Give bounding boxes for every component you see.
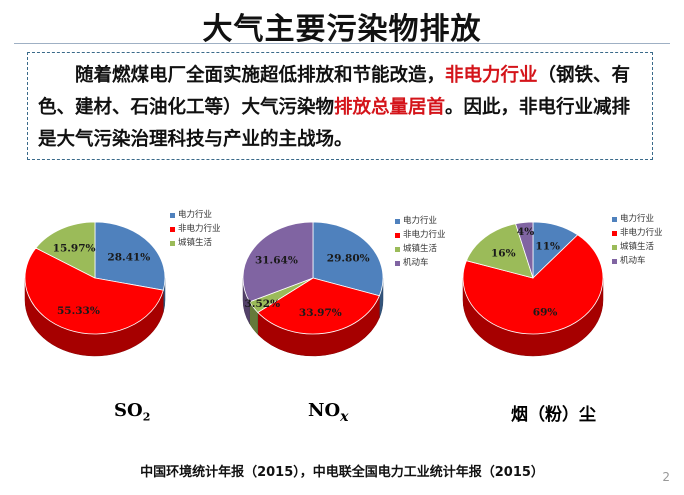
legend-label: 非电力行业: [620, 228, 663, 238]
legend-item: 电力行业: [170, 208, 221, 222]
pie-label-slice-0: 29.80%: [327, 253, 370, 265]
intro-highlight-top-emission: 排放总量居首: [334, 97, 446, 118]
legend-label: 非电力行业: [403, 230, 446, 240]
legend-label: 电力行业: [178, 210, 213, 220]
legend-swatch: [612, 244, 617, 250]
legend-swatch: [612, 258, 617, 264]
legend-item: 电力行业: [612, 212, 663, 226]
pie-slice-3: [515, 221, 534, 279]
pie-slice-2: [465, 223, 534, 279]
dust-chart-label: 烟（粉）尘: [511, 400, 596, 425]
nox-label-sub: x: [340, 408, 349, 425]
legend-label: 机动车: [620, 256, 646, 266]
legend-swatch: [612, 216, 617, 222]
pie-label-slice-1: 55.33%: [57, 305, 100, 317]
pie-label-slice-2: 15.97%: [53, 243, 96, 255]
pie-label-slice-1: 69%: [533, 306, 558, 318]
pie-label-slice-1: 33.97%: [299, 307, 342, 319]
legend-label: 非电力行业: [178, 224, 221, 234]
so2-label-sub: 2: [142, 410, 151, 424]
pie-label-slice-3: 4%: [517, 226, 534, 238]
so2-legend: 电力行业非电力行业城镇生活: [170, 208, 221, 250]
legend-item: 非电力行业: [395, 228, 446, 242]
dust-pie-chart: 11% 69% 16%4%: [462, 221, 604, 357]
page-number: 2: [662, 470, 670, 484]
pie-slice-1: [24, 247, 164, 335]
nox-chart-label: NOx: [308, 400, 349, 425]
intro-part-3: 。因此，非电行业减排是大气污染治理科技与产业的主战场。: [38, 97, 631, 150]
pie-label-slice-0: 11%: [535, 240, 560, 252]
legend-label: 电力行业: [620, 214, 655, 224]
legend-item: 城镇生活: [170, 236, 221, 250]
pie-slice-2: [35, 221, 96, 279]
pie-label-slice-3: 31.64%: [255, 254, 298, 266]
so2-label-main: SO: [114, 400, 143, 421]
dust-legend: 电力行业非电力行业城镇生活机动车: [612, 212, 663, 268]
legend-label: 城镇生活: [403, 244, 438, 254]
legend-item: 机动车: [612, 254, 663, 268]
pie-label-slice-2: 16%: [491, 248, 516, 260]
so2-chart-label: SO2: [114, 400, 150, 424]
pie-slice-3: [242, 221, 314, 303]
intro-highlight-non-power: 非电力行业: [445, 65, 538, 86]
legend-item: 非电力行业: [170, 222, 221, 236]
legend-label: 城镇生活: [620, 242, 655, 252]
nox-pie-chart: 29.80% 33.97% 3.52% 31.64%: [242, 221, 384, 357]
legend-label: 电力行业: [403, 216, 438, 226]
pie-slice-0: [94, 221, 166, 291]
legend-swatch: [170, 212, 175, 218]
legend-swatch: [395, 232, 400, 238]
pie-slice-0: [312, 221, 384, 297]
nox-legend: 电力行业非电力行业城镇生活机动车: [395, 214, 446, 270]
intro-part-1: 随着燃煤电厂全面实施超低排放和节能改造，: [75, 65, 446, 86]
pie-slice-1: [257, 277, 380, 335]
page-title: 大气主要污染物排放: [202, 12, 482, 47]
legend-swatch: [612, 230, 617, 236]
legend-swatch: [170, 226, 175, 232]
legend-label: 城镇生活: [178, 238, 213, 248]
legend-item: 非电力行业: [612, 226, 663, 240]
legend-label: 机动车: [403, 258, 429, 268]
legend-item: 城镇生活: [612, 240, 663, 254]
legend-swatch: [395, 260, 400, 266]
legend-swatch: [170, 240, 175, 246]
title-divider: [14, 43, 670, 44]
pie-slice-1: [462, 234, 604, 335]
legend-item: 机动车: [395, 256, 446, 270]
legend-item: 电力行业: [395, 214, 446, 228]
data-source: 中国环境统计年报（2015），中电联全国电力工业统计年报（2015）: [140, 465, 544, 480]
pie-label-slice-0: 28.41%: [107, 251, 150, 263]
legend-swatch: [395, 218, 400, 224]
pie-label-slice-2: 3.52%: [245, 298, 281, 310]
dust-label-main: 烟（粉）尘: [511, 405, 596, 425]
intro-part-2: （钢铁、有色、建材、石油化工等）大气污染物: [38, 65, 631, 118]
legend-item: 城镇生活: [395, 242, 446, 256]
so2-pie-chart: 28.41% 55.33% 15.97%: [24, 221, 166, 357]
nox-label-main: NO: [308, 400, 341, 421]
intro-text-box: 随着燃煤电厂全面实施超低排放和节能改造，非电力行业（钢铁、有色、建材、石油化工等…: [27, 52, 653, 160]
legend-swatch: [395, 246, 400, 252]
